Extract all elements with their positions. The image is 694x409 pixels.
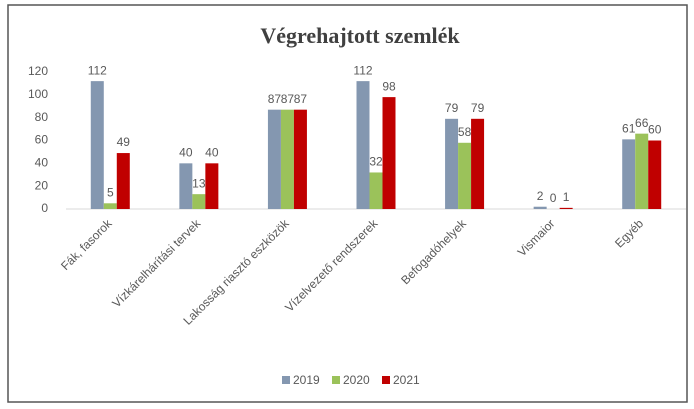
bar bbox=[635, 133, 649, 209]
bar bbox=[382, 97, 396, 209]
legend-label: 2019 bbox=[293, 373, 320, 387]
data-label: 87 bbox=[281, 92, 295, 106]
data-label: 32 bbox=[369, 155, 383, 169]
legend-swatch bbox=[282, 376, 290, 384]
y-tick-label: 20 bbox=[35, 178, 49, 192]
data-label: 61 bbox=[622, 122, 636, 136]
data-label: 87 bbox=[294, 92, 308, 106]
data-label: 79 bbox=[471, 101, 485, 115]
legend-label: 2020 bbox=[343, 373, 370, 387]
bar bbox=[471, 118, 485, 209]
data-label: 66 bbox=[635, 116, 649, 130]
data-label: 112 bbox=[88, 63, 107, 77]
y-tick-label: 80 bbox=[35, 110, 49, 124]
data-label: 40 bbox=[205, 146, 219, 160]
legend-label: 2021 bbox=[393, 373, 420, 387]
bar bbox=[356, 81, 370, 209]
y-tick-label: 0 bbox=[41, 201, 48, 215]
data-label: 87 bbox=[268, 92, 282, 106]
data-label: 98 bbox=[382, 79, 396, 93]
data-label: 40 bbox=[179, 146, 193, 160]
bar bbox=[559, 207, 573, 209]
bar bbox=[103, 203, 117, 209]
data-label: 13 bbox=[192, 176, 206, 190]
legend-swatch bbox=[332, 376, 340, 384]
data-label: 60 bbox=[648, 123, 662, 137]
bar bbox=[267, 109, 281, 209]
bar bbox=[458, 142, 472, 209]
data-label: 58 bbox=[458, 125, 472, 139]
bar bbox=[293, 109, 307, 209]
data-label: 2 bbox=[537, 189, 544, 203]
bar bbox=[648, 140, 662, 209]
data-label: 79 bbox=[445, 101, 459, 115]
bar bbox=[622, 139, 636, 209]
bar bbox=[445, 118, 459, 209]
y-tick-label: 100 bbox=[28, 87, 48, 101]
data-label: 49 bbox=[117, 135, 131, 149]
y-tick-label: 120 bbox=[28, 64, 48, 78]
y-tick-label: 40 bbox=[35, 156, 49, 170]
bar bbox=[533, 206, 547, 209]
legend-swatch bbox=[382, 376, 390, 384]
data-label: 112 bbox=[353, 63, 372, 77]
chart-title: Végrehajtott szemlék bbox=[260, 23, 460, 48]
data-label: 0 bbox=[550, 191, 557, 205]
bar bbox=[280, 109, 294, 209]
bar bbox=[116, 153, 130, 209]
bar bbox=[179, 163, 193, 209]
bar bbox=[369, 172, 383, 209]
bar bbox=[205, 163, 219, 209]
y-tick-label: 60 bbox=[35, 133, 49, 147]
data-label: 5 bbox=[107, 185, 114, 199]
bar bbox=[192, 194, 206, 209]
data-label: 1 bbox=[563, 190, 570, 204]
bar bbox=[90, 81, 104, 209]
